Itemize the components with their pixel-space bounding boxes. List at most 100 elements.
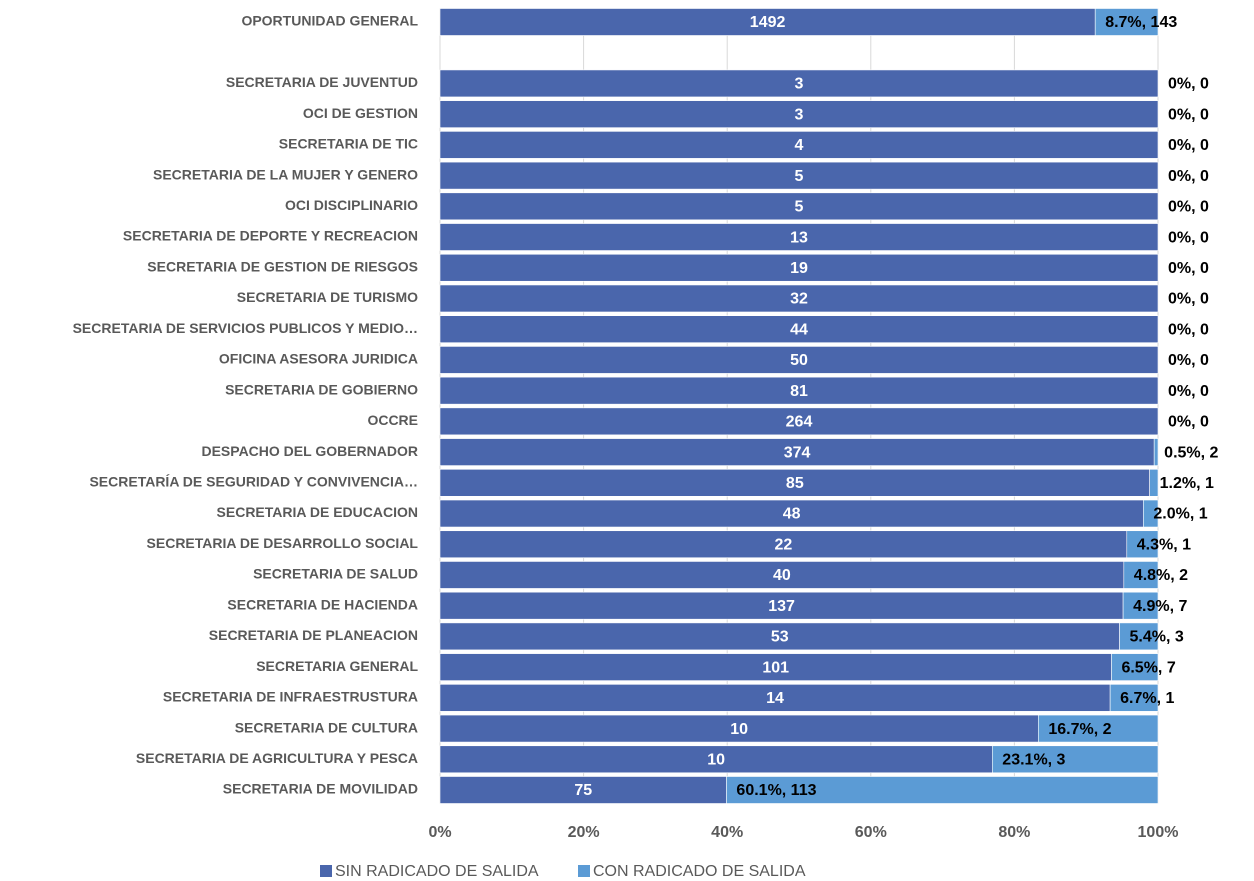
bar-segment <box>726 776 1159 804</box>
legend-swatch <box>320 865 332 877</box>
bar-segment <box>439 376 1159 405</box>
data-label: 6.7%, 1 <box>1120 690 1174 707</box>
bar-segment <box>439 346 1159 374</box>
data-label: 0%, 0 <box>1168 414 1209 431</box>
bar-segment <box>439 714 1039 743</box>
x-tick-label: 40% <box>711 824 743 841</box>
bar-segment <box>1109 684 1159 712</box>
bar-segment <box>439 284 1159 313</box>
data-label: 13 <box>790 229 808 246</box>
data-label: 0%, 0 <box>1168 321 1209 338</box>
data-label: 137 <box>768 598 795 615</box>
bar-segment <box>1126 530 1159 559</box>
data-label: 0%, 0 <box>1168 352 1209 369</box>
bar-segment <box>1119 622 1159 651</box>
bar-segment <box>439 192 1159 221</box>
category-label: SECRETARIA DE TIC <box>279 136 418 152</box>
data-label: 0%, 0 <box>1168 137 1209 154</box>
data-label: 3 <box>795 76 804 93</box>
data-label: 5.4%, 3 <box>1130 629 1184 646</box>
bar-segment <box>439 499 1144 528</box>
data-label: 10 <box>730 721 748 738</box>
data-label: 4.3%, 1 <box>1137 536 1191 553</box>
bar-segment <box>439 622 1120 651</box>
data-label: 4 <box>795 137 804 154</box>
legend-label: SIN RADICADO DE SALIDA <box>335 863 539 880</box>
data-label: 0%, 0 <box>1168 199 1209 216</box>
bar-segment <box>439 684 1111 712</box>
bar-segment <box>1111 653 1159 681</box>
data-label: 44 <box>790 321 808 338</box>
category-label: SECRETARIA DE GESTION DE RIESGOS <box>147 258 418 274</box>
category-label: SECRETARIA DE HACIENDA <box>227 596 418 612</box>
category-label: SECRETARIA DE SALUD <box>253 566 418 582</box>
data-label: 19 <box>790 260 808 277</box>
data-label: 374 <box>784 444 811 461</box>
data-label: 50 <box>790 352 808 369</box>
category-label: OFICINA ASESORA JURIDICA <box>219 351 418 367</box>
data-label: 101 <box>762 659 789 676</box>
category-label: DESPACHO DEL GOBERNADOR <box>201 443 418 459</box>
bar-segment <box>439 223 1159 251</box>
data-label: 10 <box>707 751 725 768</box>
category-label: OCI DISCIPLINARIO <box>285 197 418 213</box>
bar-segment <box>1123 561 1159 589</box>
data-label: 0%, 0 <box>1168 229 1209 246</box>
data-label: 4.9%, 7 <box>1133 598 1187 615</box>
data-label: 0%, 0 <box>1168 383 1209 400</box>
data-label: 8.7%, 143 <box>1105 14 1177 31</box>
bar-segment <box>439 530 1128 559</box>
data-label: 4.8%, 2 <box>1134 567 1188 584</box>
legend-swatch <box>578 865 590 877</box>
bar-segment <box>439 8 1096 36</box>
bar-segment <box>992 745 1159 774</box>
data-label: 32 <box>790 291 808 308</box>
bar-segment <box>1143 499 1159 528</box>
category-label: SECRETARIA DE DEPORTE Y RECREACION <box>123 228 418 244</box>
bar-segment <box>439 407 1159 436</box>
bar-segment <box>439 161 1159 190</box>
category-label: SECRETARIA DE LA MUJER Y GENERO <box>153 166 418 182</box>
data-label: 5 <box>795 168 804 185</box>
category-label: SECRETARIA DE AGRICULTURA Y PESCA <box>136 750 418 766</box>
data-label: 1492 <box>750 14 786 31</box>
data-label: 48 <box>783 506 801 523</box>
bar-segment <box>439 591 1124 620</box>
category-label: SECRETARIA DE PLANEACION <box>209 627 418 643</box>
data-label: 0%, 0 <box>1168 76 1209 93</box>
category-label: SECRETARIA DE TURISMO <box>237 289 418 305</box>
bar-segment <box>439 69 1159 98</box>
bar-segment <box>439 131 1159 159</box>
legend-label: CON RADICADO DE SALIDA <box>593 863 806 880</box>
category-label: SECRETARIA DE JUVENTUD <box>226 74 418 90</box>
category-label: SECRETARIA DE INFRAESTRUSTURA <box>163 689 418 705</box>
category-label: OCCRE <box>367 412 418 428</box>
data-label: 85 <box>786 475 804 492</box>
x-tick-label: 60% <box>855 824 887 841</box>
data-label: 0%, 0 <box>1168 106 1209 123</box>
bar-segment <box>439 776 727 804</box>
category-label: SECRETARIA DE GOBIERNO <box>225 381 418 397</box>
data-label: 3 <box>795 106 804 123</box>
category-label: SECRETARIA GENERAL <box>256 658 418 674</box>
data-label: 60.1%, 113 <box>736 782 816 799</box>
data-label: 23.1%, 3 <box>1002 751 1065 768</box>
data-label: 264 <box>786 414 813 431</box>
bar-segment <box>1094 8 1159 36</box>
data-label: 14 <box>766 690 784 707</box>
data-label: 16.7%, 2 <box>1048 721 1111 738</box>
category-label: OCI DE GESTION <box>303 105 418 121</box>
category-label: SECRETARIA DE MOVILIDAD <box>223 781 418 797</box>
bar-segment <box>1122 591 1159 620</box>
bar-segment <box>439 253 1159 282</box>
category-label: OPORTUNIDAD GENERAL <box>241 13 418 29</box>
data-label: 0%, 0 <box>1168 260 1209 277</box>
data-label: 22 <box>774 536 792 553</box>
category-label: SECRETARIA DE SERVICIOS PUBLICOS Y MEDIO… <box>73 320 418 336</box>
data-label: 2.0%, 1 <box>1153 506 1207 523</box>
x-tick-label: 100% <box>1138 824 1179 841</box>
data-label: 0%, 0 <box>1168 168 1209 185</box>
x-tick-label: 0% <box>428 824 451 841</box>
x-tick-label: 80% <box>998 824 1030 841</box>
